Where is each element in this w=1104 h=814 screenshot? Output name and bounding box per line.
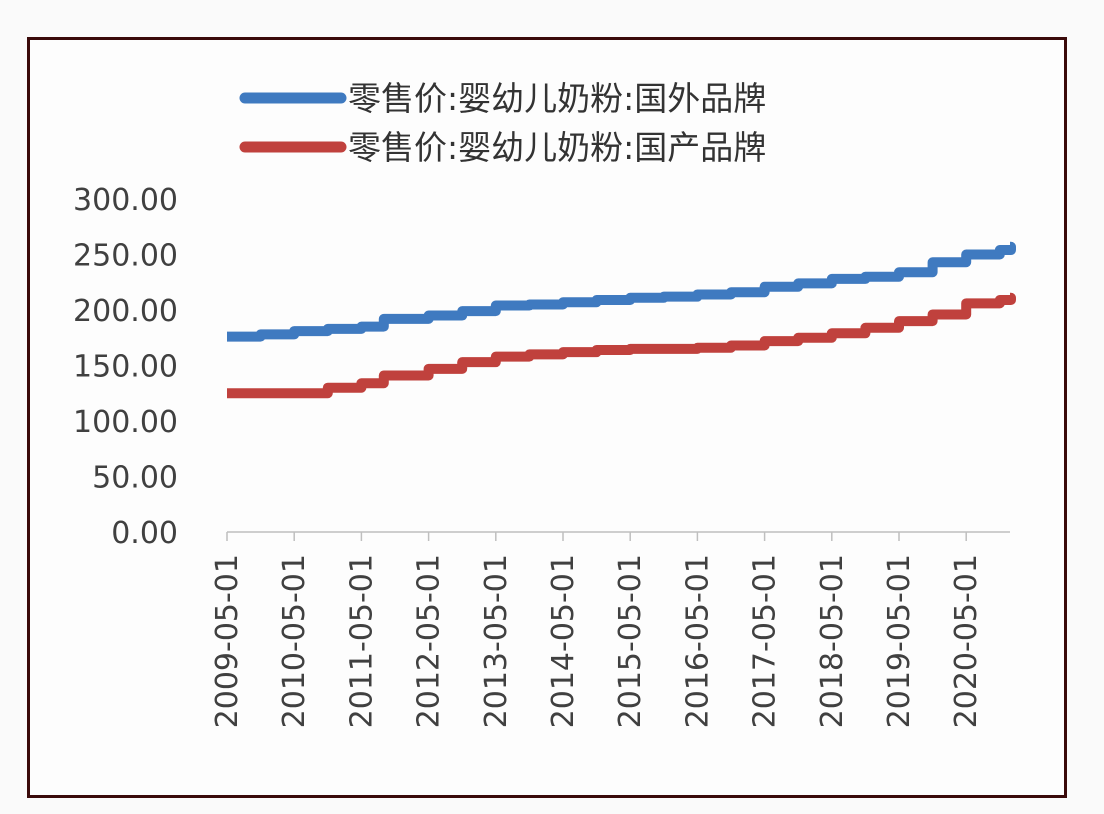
y-tick-label: 300.00 [73, 183, 178, 218]
series-line-domestic [227, 292, 1016, 399]
x-tick-label: 2019-05-01 [882, 554, 917, 728]
x-tick-label: 2014-05-01 [546, 554, 581, 728]
chart-frame [27, 37, 1067, 798]
y-tick-label: 150.00 [73, 350, 178, 385]
x-tick-label: 2015-05-01 [613, 554, 648, 728]
y-axis: 0.00 50.00 100.00 150.00 200.00 250.00 300.00 [73, 183, 178, 551]
plot-area [227, 241, 1016, 399]
y-tick-label: 250.00 [73, 239, 178, 274]
x-tick-label: 2018-05-01 [815, 554, 850, 728]
x-tick-label: 2013-05-01 [479, 554, 514, 728]
x-tick-label: 2011-05-01 [344, 554, 379, 728]
x-tick-label: 2012-05-01 [412, 554, 447, 728]
x-tick-label: 2017-05-01 [748, 554, 783, 728]
x-tick-label: 2010-05-01 [277, 554, 312, 728]
y-tick-label: 50.00 [92, 461, 178, 496]
legend-label: 零售价:婴幼儿奶粉:国外品牌 [348, 79, 766, 118]
series-line-foreign [227, 241, 1016, 342]
x-tick-label: 2009-05-01 [210, 554, 245, 728]
y-tick-label: 100.00 [73, 405, 178, 440]
y-tick-label: 200.00 [73, 294, 178, 329]
x-tick-label: 2020-05-01 [949, 554, 984, 728]
x-tick-label: 2016-05-01 [680, 554, 715, 728]
y-tick-label: 0.00 [111, 516, 178, 551]
legend-label: 零售价:婴幼儿奶粉:国产品牌 [348, 128, 766, 167]
x-axis: 2009-05-01 2010-05-01 2011-05-01 2012-05-01… [210, 531, 1010, 728]
